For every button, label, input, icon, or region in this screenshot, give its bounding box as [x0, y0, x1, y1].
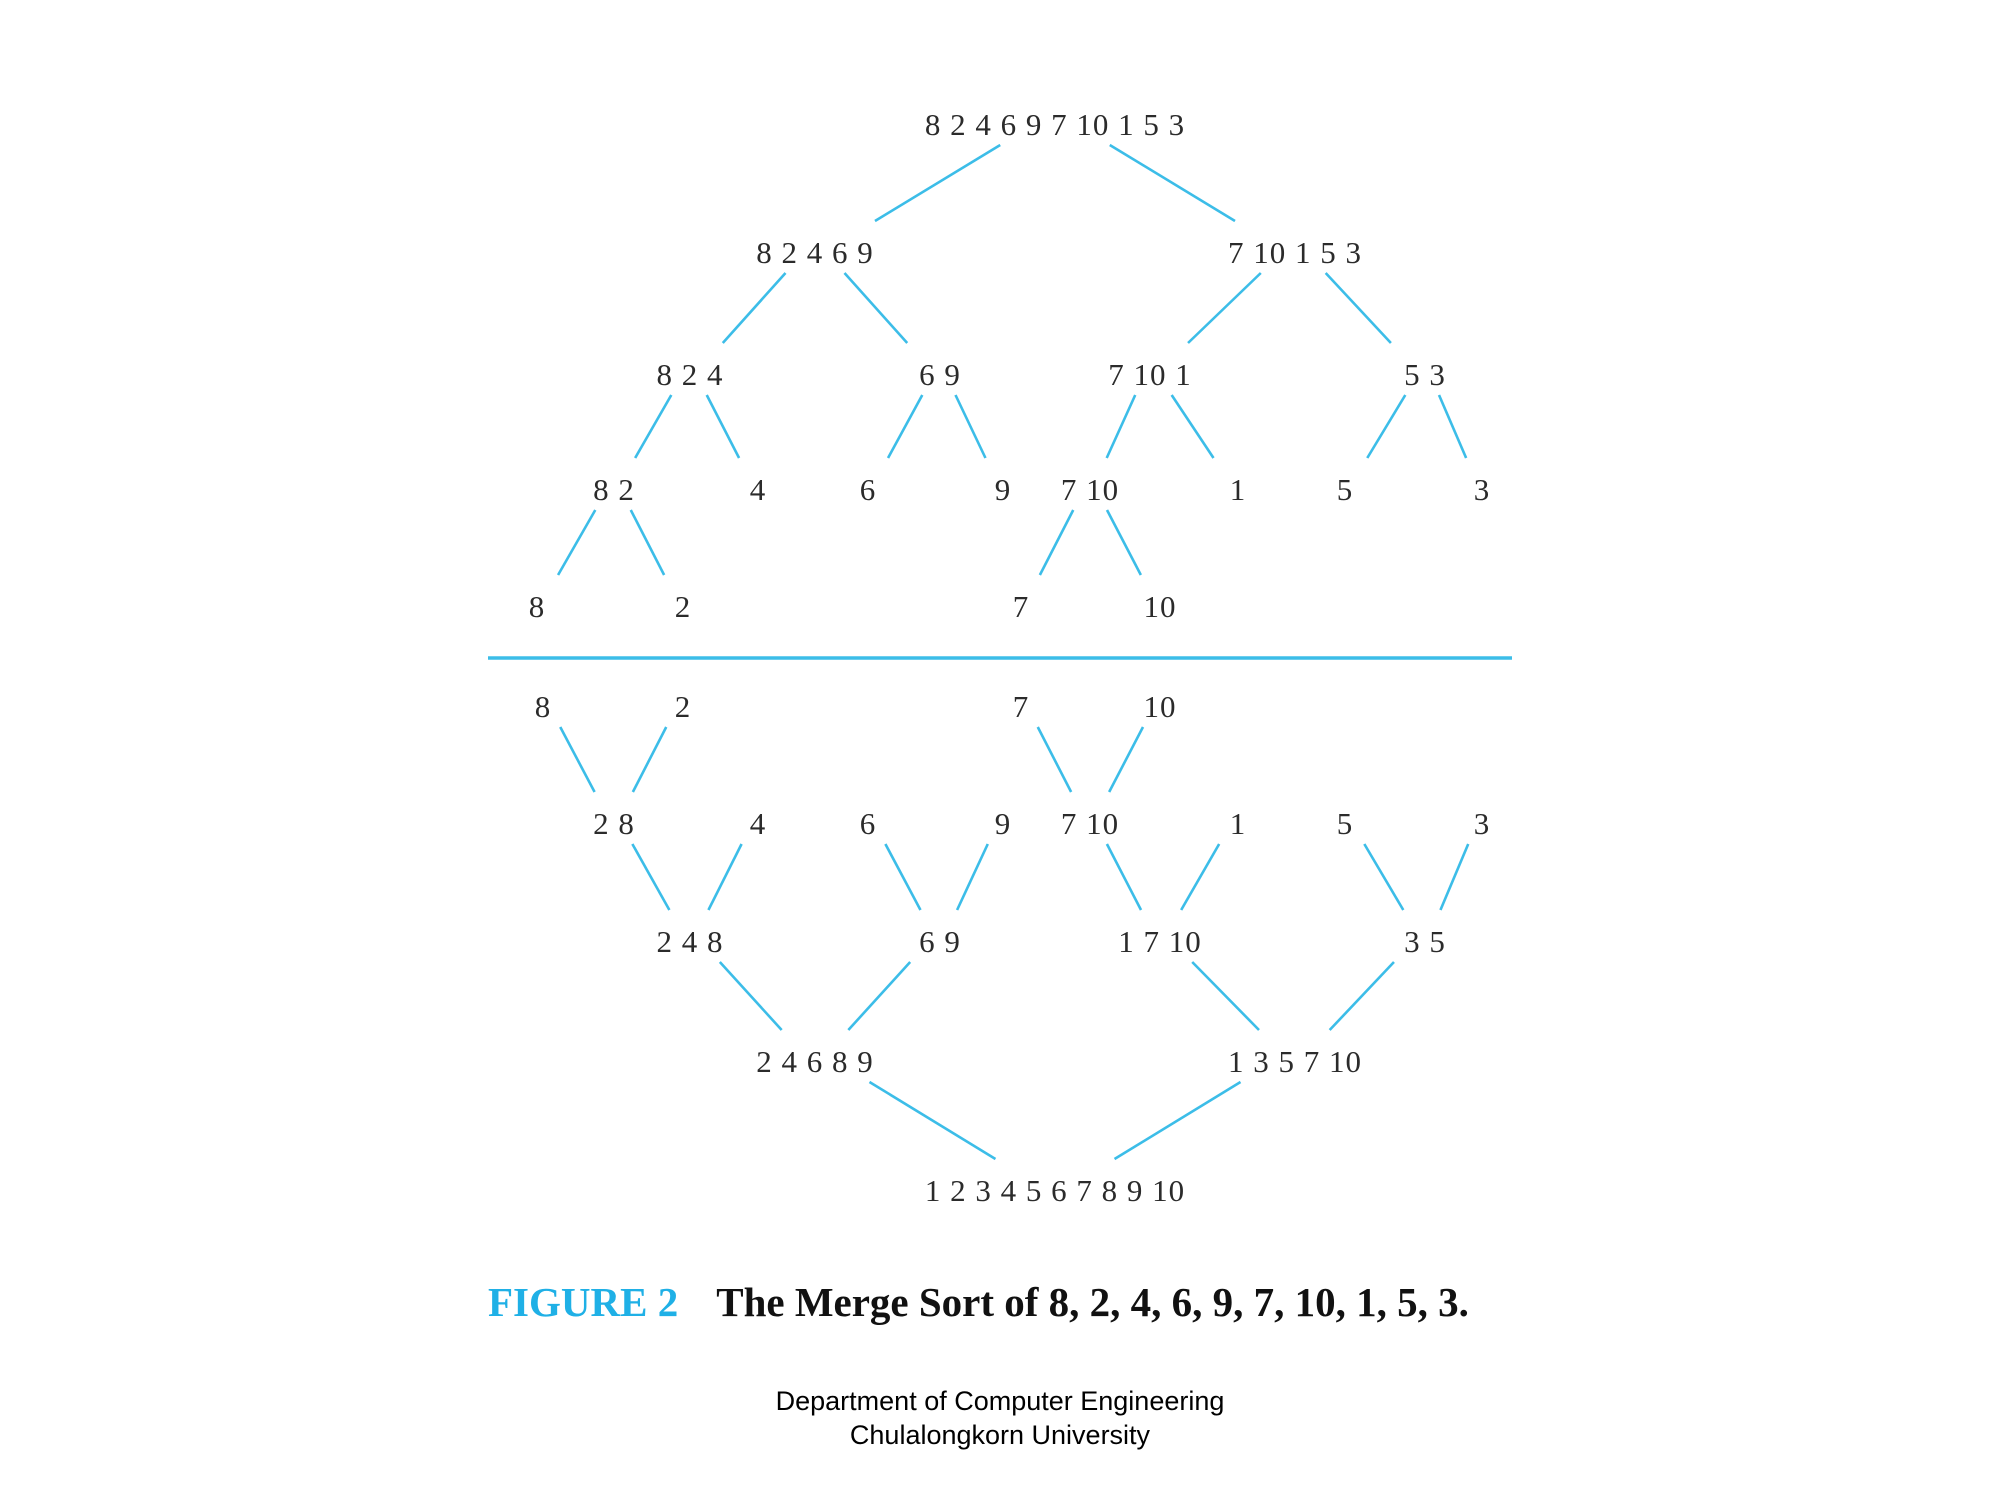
split-edge: [634, 394, 673, 459]
split-edge: [1437, 394, 1468, 459]
merge-edge: [631, 726, 668, 793]
split-node: 8 2 4 6 9: [756, 235, 874, 270]
split-node: 5 3: [1404, 357, 1446, 392]
split-edge: [556, 509, 597, 576]
split-edge: [1324, 272, 1392, 344]
merge-node: 7: [1013, 689, 1030, 724]
split-node: 10: [1144, 589, 1177, 624]
split-edge: [1187, 272, 1262, 344]
merge-edge: [718, 961, 783, 1031]
merge-edge: [1036, 726, 1073, 793]
split-edge: [1366, 394, 1407, 459]
merge-node: 2 8: [593, 806, 635, 841]
merge-edge: [631, 843, 671, 911]
split-node: 8 2 4 6 9 7 10 1 5 3: [925, 107, 1185, 142]
merge-edge: [1105, 843, 1143, 911]
split-edge: [1105, 394, 1137, 459]
merge-node: 1 7 10: [1118, 924, 1202, 959]
tree-edges: [556, 143, 1470, 1161]
split-edge: [705, 394, 741, 459]
merge-edge: [1363, 843, 1405, 911]
merge-edge: [707, 843, 743, 911]
merge-node: 1 2 3 4 5 6 7 8 9 10: [925, 1173, 1185, 1208]
split-node: 6 9: [919, 357, 961, 392]
split-edge: [721, 272, 787, 344]
split-node: 3: [1474, 472, 1491, 507]
figure-label: FIGURE 2: [488, 1279, 679, 1325]
merge-node: 2 4 8: [657, 924, 724, 959]
split-edge: [1109, 143, 1236, 223]
merge-edge: [884, 843, 922, 911]
merge-node: 3 5: [1404, 924, 1446, 959]
split-node: 6: [860, 472, 877, 507]
merge-node: 6: [860, 806, 877, 841]
split-node: 8 2: [593, 472, 635, 507]
split-edge: [1105, 509, 1143, 576]
split-node: 7 10 1 5 3: [1228, 235, 1362, 270]
merge-node: 2 4 6 8 9: [756, 1044, 874, 1079]
split-edge: [629, 509, 666, 576]
split-node: 5: [1337, 472, 1354, 507]
merge-edge: [1113, 1080, 1242, 1161]
merge-edge: [559, 726, 596, 793]
split-edge: [1038, 509, 1075, 576]
figure-title: The Merge Sort of 8, 2, 4, 6, 9, 7, 10, …: [716, 1279, 1469, 1325]
split-node: 7 10: [1061, 472, 1119, 507]
merge-node: 8: [535, 689, 552, 724]
merge-node: 5: [1337, 806, 1354, 841]
merge-node: 9: [995, 806, 1012, 841]
merge-node: 10: [1144, 689, 1177, 724]
merge-node: 3: [1474, 806, 1491, 841]
figure-caption: FIGURE 2 The Merge Sort of 8, 2, 4, 6, 9,…: [488, 1278, 1469, 1326]
merge-node: 1: [1230, 806, 1247, 841]
split-node: 8 2 4: [657, 357, 724, 392]
split-node: 2: [675, 589, 692, 624]
merge-edge: [1191, 961, 1260, 1031]
split-node: 4: [750, 472, 767, 507]
merge-node: 2: [675, 689, 692, 724]
merge-edge: [1328, 961, 1395, 1031]
merge-node: 4: [750, 806, 767, 841]
footer-university: Chulalongkorn University: [849, 1420, 1151, 1450]
merge-edge: [847, 961, 912, 1031]
split-node: 1: [1230, 472, 1247, 507]
footer-department: Department of Computer Engineering: [775, 1386, 1225, 1416]
footer: Department of Computer Engineering Chula…: [0, 1384, 2000, 1452]
merge-edge: [1439, 843, 1470, 911]
split-node: 7: [1013, 589, 1030, 624]
split-edge: [886, 394, 924, 459]
split-node: 9: [995, 472, 1012, 507]
split-edge: [843, 272, 909, 344]
merge-edge: [1180, 843, 1221, 911]
merge-edge: [955, 843, 989, 911]
merge-node: 6 9: [919, 924, 961, 959]
split-edge: [1170, 394, 1215, 459]
split-edge: [954, 394, 987, 459]
merge-node: 7 10: [1061, 806, 1119, 841]
merge-edge: [868, 1080, 997, 1161]
split-edge: [874, 143, 1001, 223]
split-node: 8: [529, 589, 546, 624]
merge-edge: [1107, 726, 1145, 793]
split-node: 7 10 1: [1108, 357, 1192, 392]
merge-node: 1 3 5 7 10: [1228, 1044, 1362, 1079]
